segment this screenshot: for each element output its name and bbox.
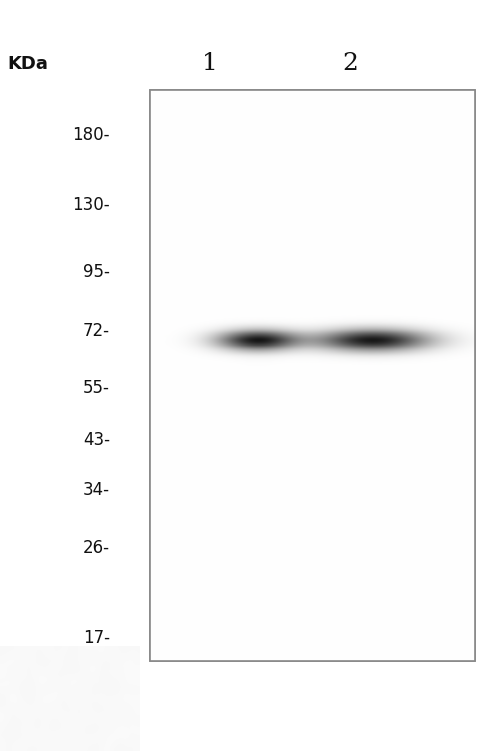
Text: 180-: 180- <box>72 126 110 144</box>
Text: 95-: 95- <box>83 263 110 281</box>
FancyBboxPatch shape <box>150 90 475 661</box>
Text: 55-: 55- <box>83 379 110 397</box>
Text: 130-: 130- <box>72 196 110 214</box>
Text: 2: 2 <box>342 53 358 75</box>
Text: 1: 1 <box>202 53 218 75</box>
Text: 72-: 72- <box>83 321 110 339</box>
Text: KDa: KDa <box>7 55 48 73</box>
Text: 17-: 17- <box>83 629 110 647</box>
Text: 26-: 26- <box>83 538 110 556</box>
Text: 43-: 43- <box>83 431 110 449</box>
Bar <box>150 90 475 661</box>
Text: 34-: 34- <box>83 481 110 499</box>
